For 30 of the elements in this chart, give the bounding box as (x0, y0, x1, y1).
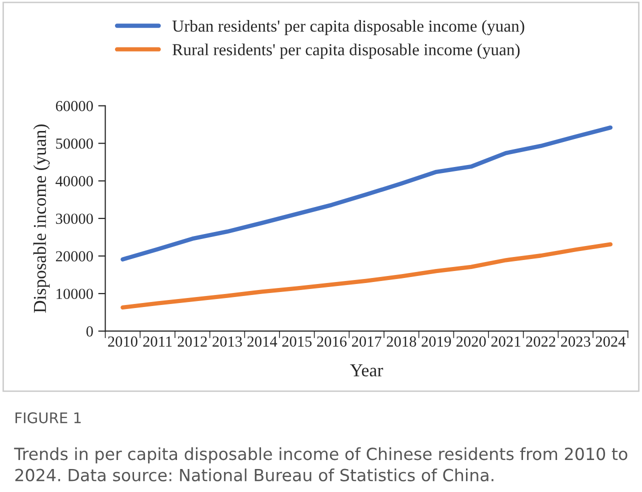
x-tick-label: 2013 (212, 336, 242, 347)
text: Trends in per capita disposable income of Chinese residents from 2010 to 2024. Data source: National Bureau of Statistics of China. (14, 447, 628, 482)
legend-label: Rural residents' per capita disposable income (yuan) (172, 44, 520, 59)
x-tick-label: 2023 (561, 336, 590, 347)
x-tick-label: 2019 (422, 336, 451, 347)
line-series (120, 242, 613, 310)
x-tick-label: 2021 (491, 336, 520, 347)
y-tick-label: 20000 (56, 251, 93, 262)
y-tick-label: 10000 (56, 288, 93, 300)
caption: FIGURE 1 (16, 412, 81, 424)
y-axis-title: Disposable income (yuan) (33, 124, 50, 313)
x-tick-label: 2011 (143, 336, 172, 347)
x-axis-title: Year (350, 364, 384, 376)
y-tick-label: 0 (86, 326, 93, 337)
x-tick-label: 2024 (596, 336, 626, 347)
x-tick-label: 2012 (178, 336, 207, 347)
x-tick-label: 2018 (386, 336, 416, 347)
y-tick-label: 50000 (56, 138, 93, 149)
x-tick-label: 2016 (317, 336, 347, 347)
x-tick-label: 2014 (247, 336, 278, 347)
x-tick-label: 2017 (352, 336, 382, 347)
y-tick-label: 60000 (56, 100, 93, 112)
x-tick-label: 2010 (108, 336, 138, 347)
y-tick-label: 40000 (56, 176, 93, 186)
legend-label: Urban residents' per capita disposable income (yuan) (172, 20, 524, 36)
x-tick-label: 2020 (456, 336, 486, 347)
y-tick-label: 30000 (56, 214, 93, 224)
line-series (120, 125, 613, 262)
x-tick-label: 2015 (282, 336, 312, 347)
x-tick-label: 2022 (526, 336, 556, 347)
